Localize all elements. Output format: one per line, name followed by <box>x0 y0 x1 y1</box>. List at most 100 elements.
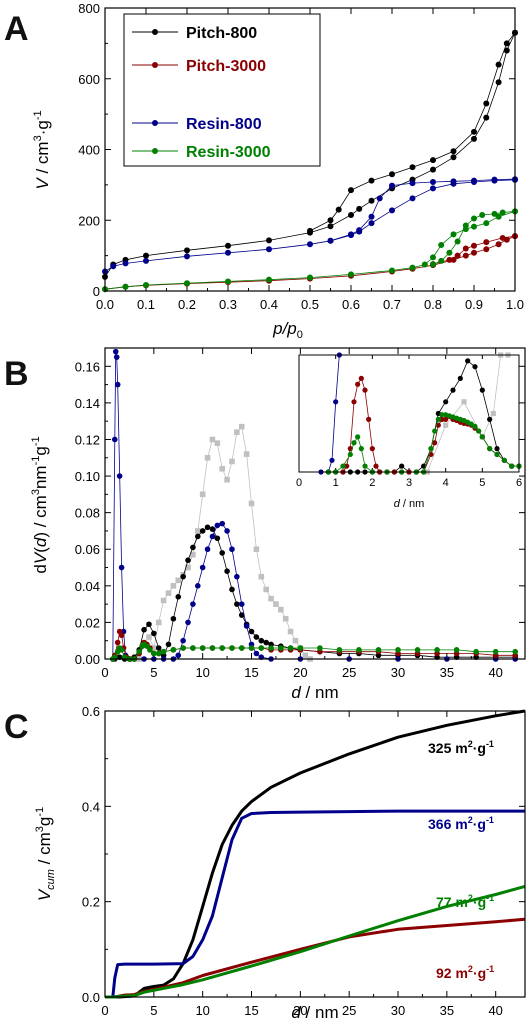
series-resin-3000-point <box>160 648 167 655</box>
panel-a: A 0.0 0.1 0.2 0.3 0.4 0.5 0.6 0.7 0.8 0.9 1.0 0 200 4… <box>4 1 524 341</box>
series-resin-800-adsorption-point <box>307 241 313 248</box>
inset-series-reference-point <box>461 399 467 405</box>
series-resin-3000-point <box>229 645 235 651</box>
legend-item-resin-800: Resin-800 <box>132 116 262 133</box>
series-pitch-800-point <box>229 586 235 593</box>
series-pitch-800-desorption-point <box>430 157 436 164</box>
x-tick-label: 1 <box>333 477 339 489</box>
series-reference-point <box>278 606 284 613</box>
inset-series-resin-3000-point <box>355 434 361 440</box>
series-resin-3000-desorption-point <box>491 210 498 217</box>
series-pitch-800-point <box>185 557 191 564</box>
series-pitch-800-point <box>175 594 182 600</box>
series-pitch-3000-desorption-point <box>471 242 477 249</box>
inset-series-pitch-3000-point <box>351 399 357 405</box>
series-pitch-800-desorption-point <box>409 164 416 171</box>
series-resin-3000-desorption-line <box>432 211 516 265</box>
series-resin-800-point <box>204 546 211 553</box>
inset-series-pitch-800-point <box>443 399 449 405</box>
annotation-pitch-800: 325 m2·g-1 <box>428 739 494 756</box>
series-resin-800-point <box>234 573 240 580</box>
series-resin-800-point <box>114 381 121 388</box>
series-resin-3000-point <box>219 645 226 651</box>
inset-series-resin-3000-point <box>509 463 515 469</box>
series-pitch-800-desorption-line <box>309 32 516 232</box>
series-resin-800-point <box>214 522 221 529</box>
series-resin-3000-adsorption-point <box>409 264 416 271</box>
panel-a-letter: A <box>4 10 29 48</box>
legend-label: Pitch-800 <box>186 25 257 42</box>
y-tick-label: 0.08 <box>75 506 100 521</box>
inset-series-pitch-800-point <box>479 387 485 393</box>
series-resin-800-point <box>229 546 235 553</box>
x-tick-label: 3 <box>406 477 412 489</box>
inset-series-pitch-3000-point <box>373 463 379 469</box>
series-resin-800-desorption-point <box>327 237 334 244</box>
legend-marker <box>152 29 158 35</box>
series-resin-800-desorption-point <box>430 179 436 186</box>
series-pitch-800-adsorption-point <box>430 166 436 173</box>
series-reference-point <box>292 637 299 644</box>
series-resin-3000-point <box>375 647 382 653</box>
series-resin-800-desorption-point <box>368 213 375 220</box>
x-tick-label: 30 <box>391 1003 405 1018</box>
series-pitch-3000-adsorption-point <box>495 241 502 248</box>
x-tick-label: 0.3 <box>219 297 237 312</box>
series-reference-point <box>165 590 172 596</box>
series-resin-800-point <box>116 473 123 479</box>
legend-label: Resin-800 <box>186 116 262 133</box>
series-reference-point <box>185 564 191 571</box>
series-reference-point <box>243 451 250 457</box>
series-pitch-800-adsorption-point <box>225 242 231 249</box>
annotation-resin-800: 366 m2·g-1 <box>428 815 494 832</box>
series-pitch-800-point <box>155 645 162 651</box>
series-pitch-800-desorption-point <box>335 206 342 213</box>
annotation-resin-3000: 77 m2·g-1 <box>436 893 494 910</box>
series-pitch-800-point <box>170 615 177 622</box>
inset-series-pitch-800-point <box>457 375 463 381</box>
series-reference-point <box>175 577 182 584</box>
series-pitch-800-adsorption-point <box>450 154 457 161</box>
series-resin-800-desorption-point <box>450 178 457 185</box>
panel-a-ylabel: V / cm3·g-1 <box>32 110 52 189</box>
x-tick-label: 40 <box>488 1003 502 1018</box>
y-tick-label: 0.06 <box>75 542 100 557</box>
series-pitch-800-desorption-point <box>389 171 395 178</box>
inset-series-pitch-3000-point <box>344 463 350 469</box>
legend-item-pitch-800: Pitch-800 <box>132 25 257 42</box>
series-reference-point <box>234 429 240 435</box>
x-tick-label: 5 <box>150 665 157 680</box>
series-resin-3000-point <box>180 645 186 651</box>
series-resin-3000-point <box>147 647 153 653</box>
series-resin-800-adsorption-point <box>143 257 149 264</box>
series-pitch-800-desorption-point <box>450 148 457 155</box>
series-pitch-800-point <box>258 637 265 644</box>
series-resin-800-point <box>190 601 196 607</box>
series-reference-point <box>194 528 201 534</box>
series-resin-3000-adsorption-point <box>143 281 149 288</box>
panel-c-ylabel: Vcum / cm3g-1 <box>34 807 57 901</box>
panel-b-series <box>110 348 519 662</box>
legend-label: Resin-3000 <box>186 144 271 161</box>
series-resin-3000-point <box>151 650 157 657</box>
series-resin-800-point <box>185 619 191 626</box>
series-resin-3000-adsorption-point <box>421 261 428 268</box>
y-tick-label: 0.04 <box>75 579 100 594</box>
y-tick-label: 0.14 <box>75 396 100 411</box>
y-tick-label: 0.0 <box>82 990 100 1005</box>
series-pitch-3000-desorption-point <box>499 234 506 241</box>
series-resin-800-point <box>175 652 182 659</box>
x-tick-label: 20 <box>293 1003 307 1018</box>
series-pitch-3000-adsorption-point <box>483 246 490 253</box>
inset-series-pitch-800-point <box>472 364 478 370</box>
inset-series-pitch-800-point <box>494 446 500 452</box>
series-resin-3000-adsorption-point <box>307 274 313 281</box>
series-pitch-3000-desorption-point <box>483 239 490 246</box>
series-resin-800-adsorption-point <box>430 185 436 192</box>
legend-item-pitch-3000: Pitch-3000 <box>132 58 266 75</box>
series-reference-point <box>209 436 216 443</box>
y-tick-label: 0.12 <box>75 432 100 447</box>
series-resin-3000-desorption-point <box>462 222 469 229</box>
series-resin-3000-point <box>190 645 196 651</box>
x-tick-label: 10 <box>195 1003 209 1018</box>
